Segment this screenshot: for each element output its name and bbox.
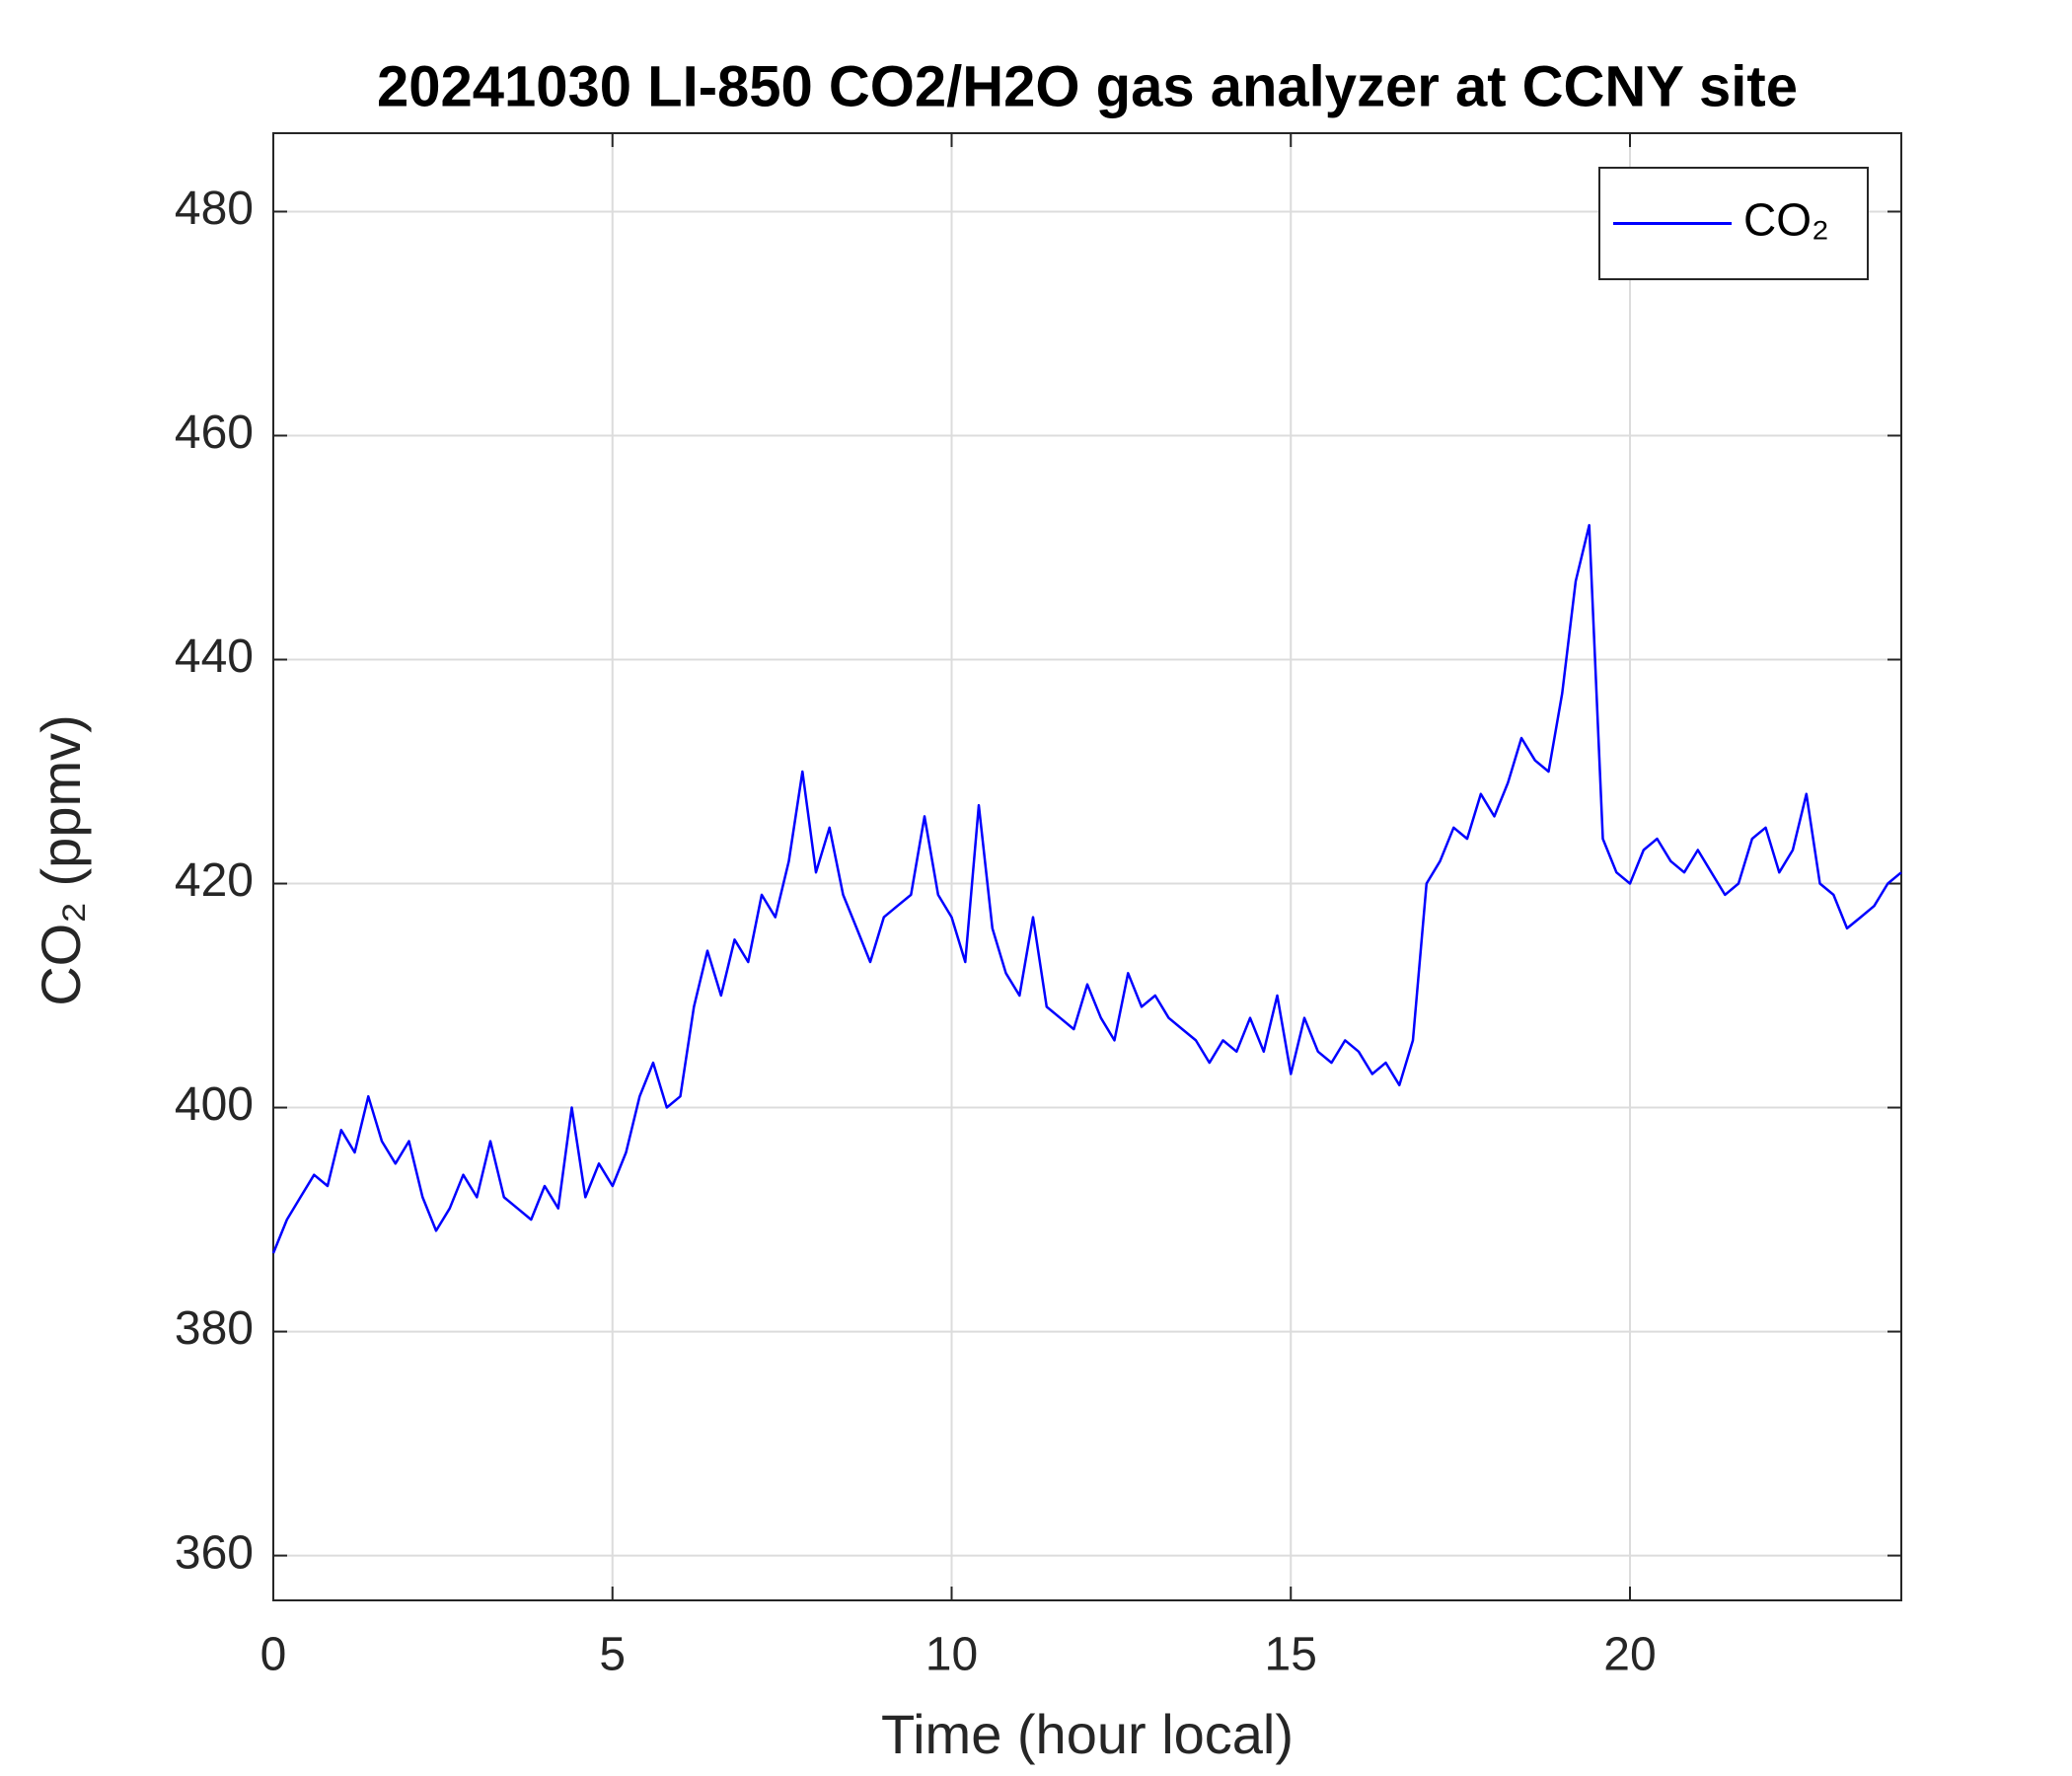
y-tick-label: 440 <box>175 630 254 683</box>
legend-label: CO₂ <box>1743 194 1829 246</box>
chart-title: 20241030 LI-850 CO2/H2O gas analyzer at … <box>377 54 1798 118</box>
y-tick-label: 460 <box>175 407 254 459</box>
y-tick-label: 480 <box>175 183 254 235</box>
x-tick-label: 10 <box>925 1629 978 1681</box>
x-tick-label: 5 <box>599 1629 626 1681</box>
x-tick-label: 20 <box>1603 1629 1656 1681</box>
y-tick-label: 380 <box>175 1302 254 1355</box>
plot-frame <box>272 132 1902 1601</box>
x-axis-label: Time (hour local) <box>881 1703 1294 1765</box>
data-line <box>271 524 1902 1254</box>
y-tick-label: 400 <box>175 1078 254 1131</box>
x-tick-label: 15 <box>1265 1629 1317 1681</box>
y-tick-label: 420 <box>175 854 254 907</box>
y-axis-label: CO₂ (ppmv) <box>30 714 92 1006</box>
x-tick-label: 0 <box>260 1629 287 1681</box>
y-tick-label: 360 <box>175 1526 254 1579</box>
